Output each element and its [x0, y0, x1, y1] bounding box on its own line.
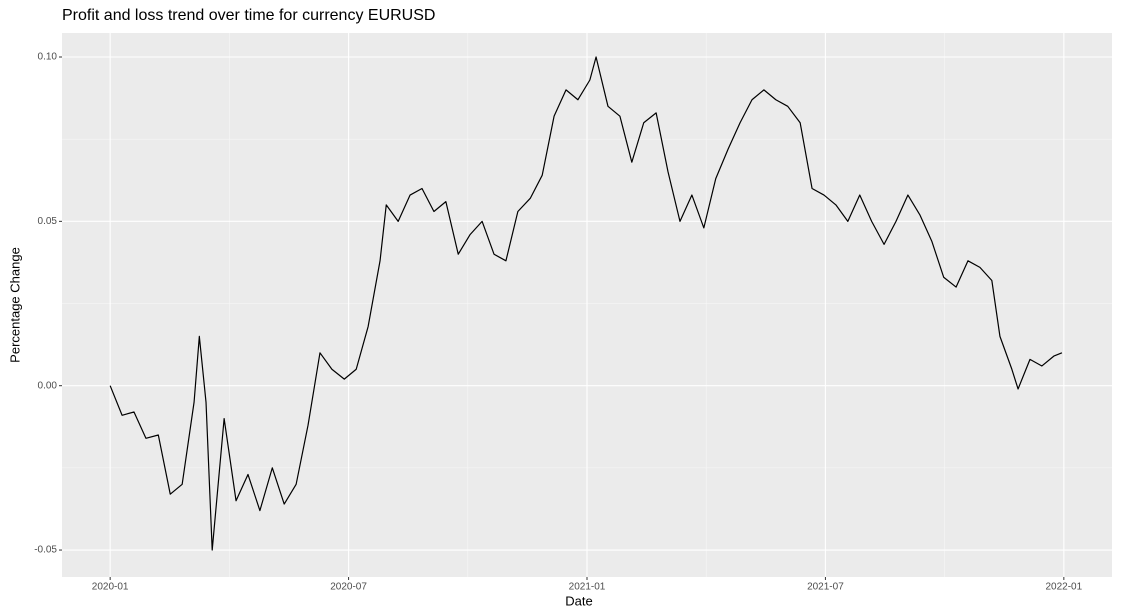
y-tick-label: 0.05 [38, 216, 58, 227]
x-tick-label: 2020-07 [330, 582, 367, 593]
y-axis-title: Percentage Change [7, 247, 22, 363]
y-tick-label: -0.05 [34, 545, 57, 556]
x-axis-title: Date [565, 593, 592, 608]
chart-title: Profit and loss trend over time for curr… [62, 7, 435, 24]
line-series [109, 56, 1063, 551]
x-tick-label: 2021-01 [569, 582, 606, 593]
y-tick-label: 0.10 [38, 52, 58, 63]
x-tick-label: 2020-01 [92, 582, 129, 593]
x-tick-label: 2022-01 [1045, 582, 1082, 593]
x-tick-label: 2021-07 [807, 582, 844, 593]
y-tick-label: 0.00 [38, 380, 58, 391]
